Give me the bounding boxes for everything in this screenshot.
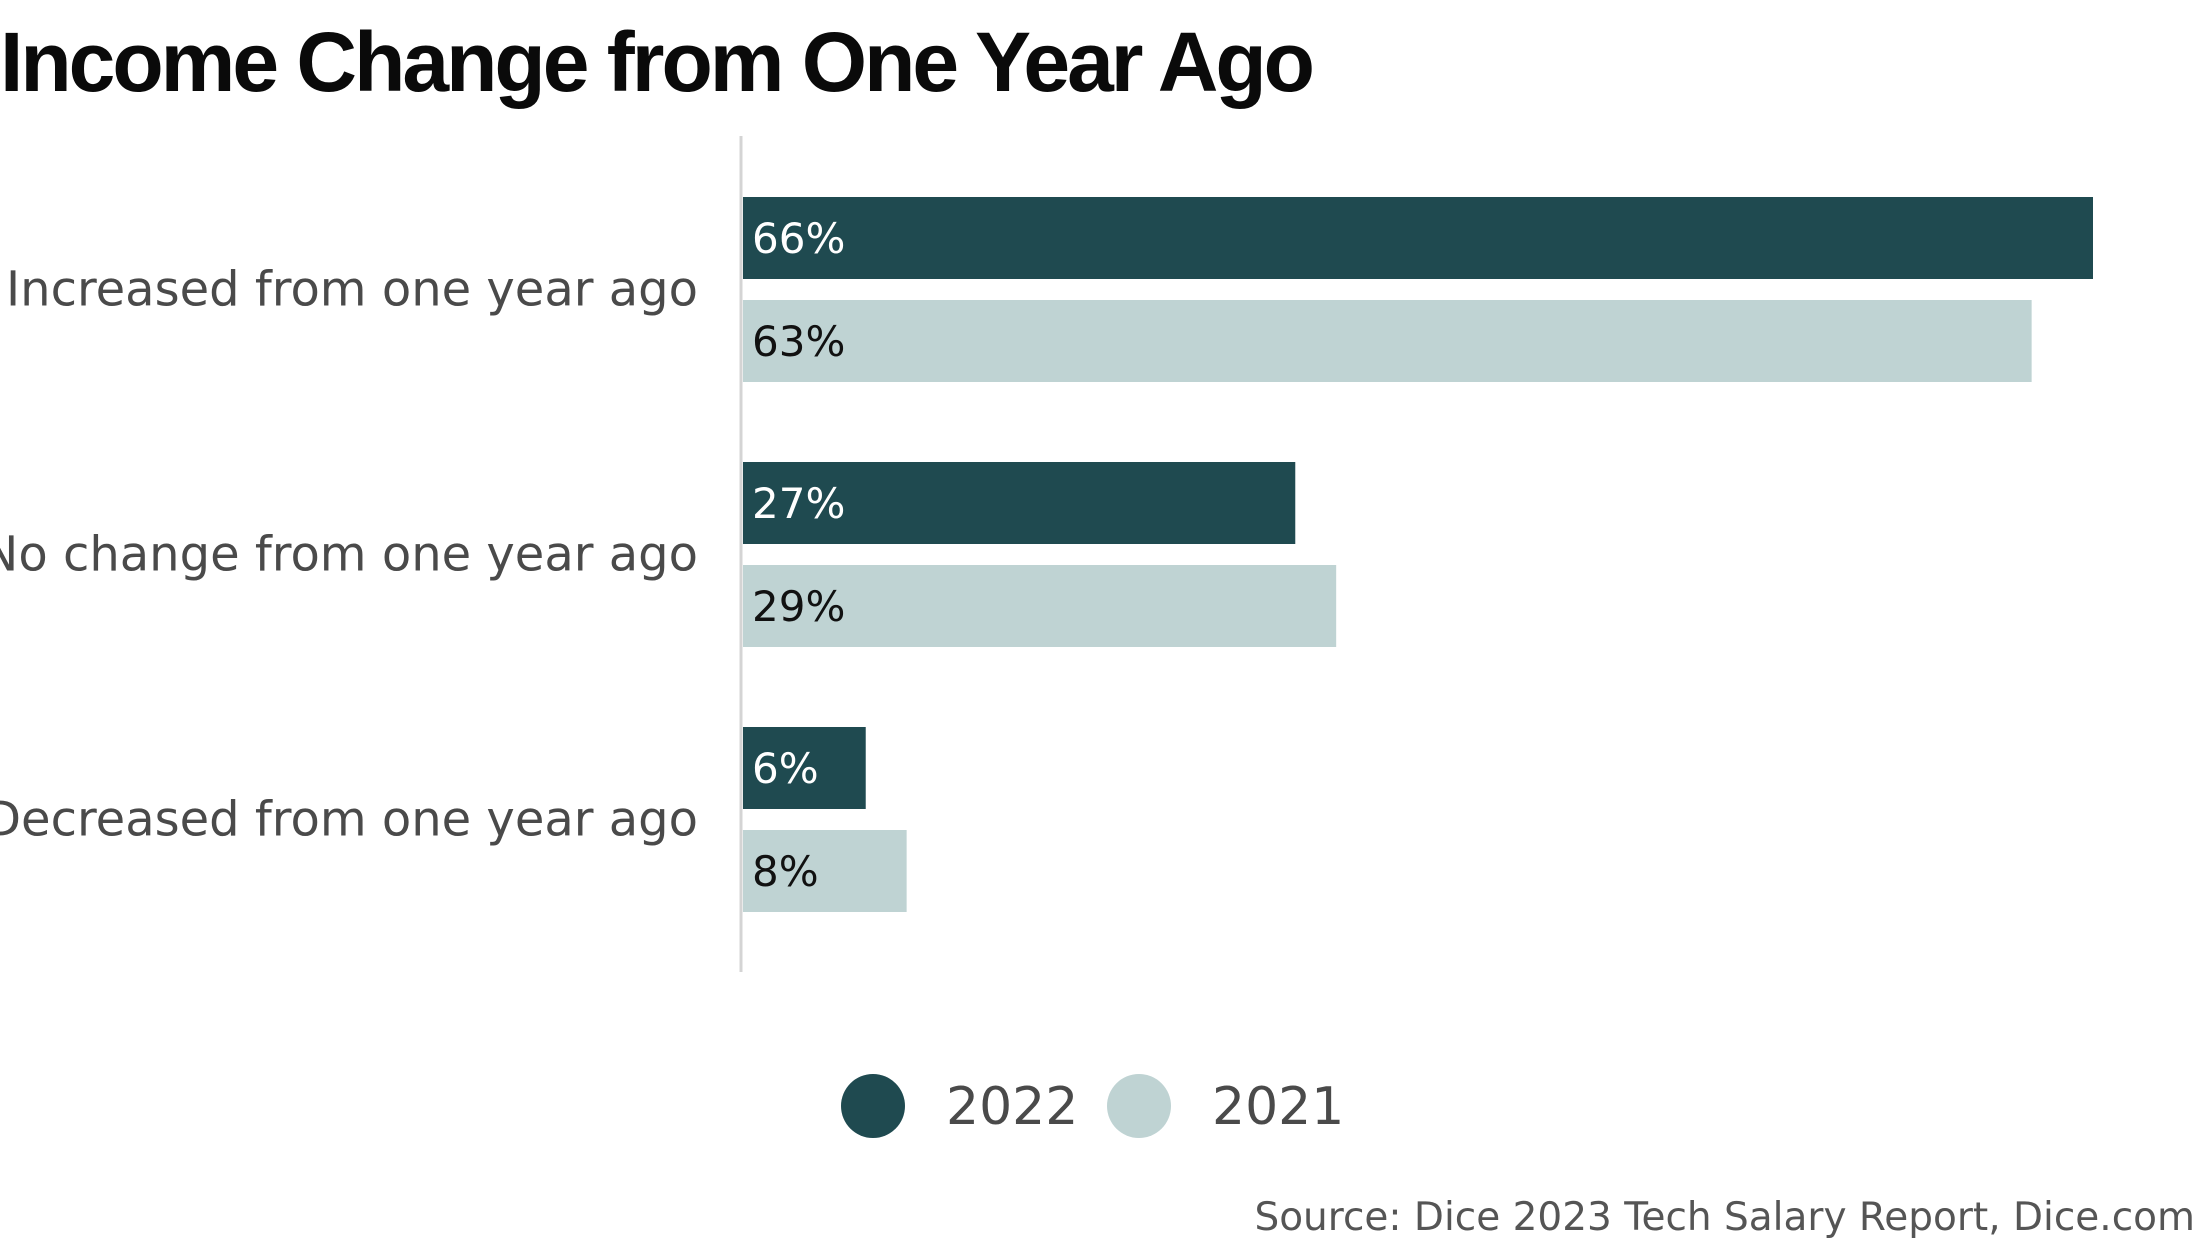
- legend-swatch-2021: [1107, 1074, 1171, 1138]
- category-label: No change from one year ago: [0, 527, 698, 583]
- bar-2021-2: [743, 830, 907, 912]
- chart-title: Income Change from One Year Ago: [0, 15, 1315, 109]
- bar-2022-2: [743, 727, 866, 809]
- legend-swatch-2022: [841, 1074, 905, 1138]
- data-label: 29%: [752, 582, 845, 631]
- data-label: 63%: [752, 317, 845, 366]
- category-label: Increased from one year ago: [6, 262, 698, 318]
- data-label: 8%: [752, 847, 819, 896]
- bar-2022-1: [743, 462, 1296, 544]
- bar-2021-0: [743, 300, 2032, 382]
- legend-label: 2022: [946, 1077, 1078, 1137]
- data-label: 27%: [752, 479, 845, 528]
- bar-2022-0: [743, 197, 2093, 279]
- source-note: Source: Dice 2023 Tech Salary Report, Di…: [1254, 1195, 2195, 1240]
- legend: 2022 2021: [841, 1074, 1344, 1138]
- bars-layer: Increased from one year ago 66% 63% No chan…: [0, 197, 2093, 912]
- legend-label: 2021: [1212, 1077, 1344, 1137]
- bar-2021-1: [743, 565, 1337, 647]
- data-label: 6%: [752, 744, 819, 793]
- data-label: 66%: [752, 214, 845, 263]
- bar-chart: Increased from one year ago 66% 63% No chan…: [0, 136, 2093, 1138]
- category-label: Decreased from one year ago: [0, 792, 698, 848]
